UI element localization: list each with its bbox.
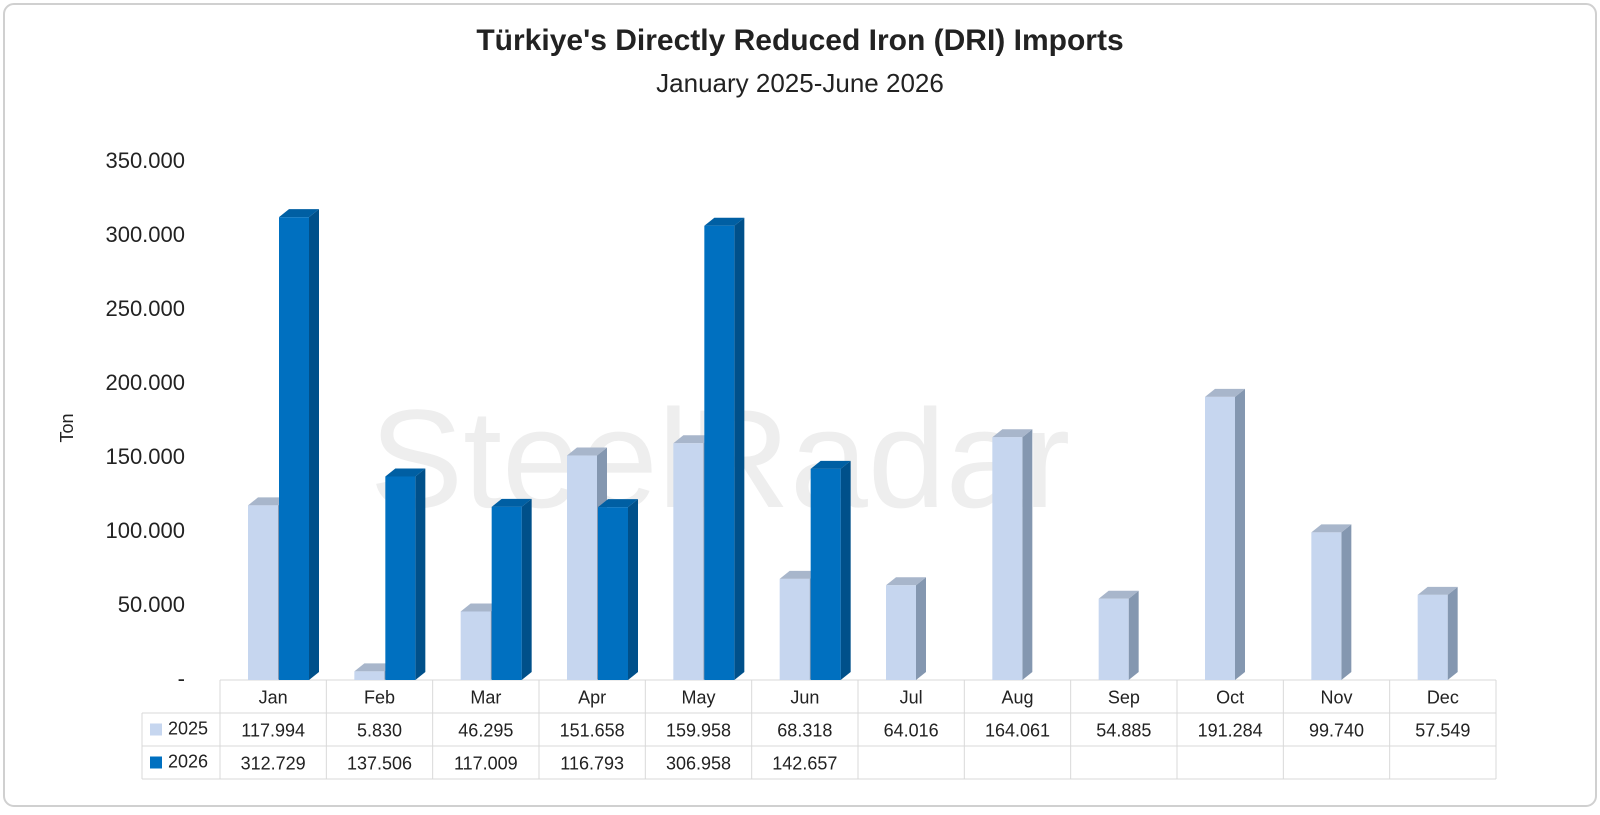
bar-top bbox=[567, 447, 607, 456]
bar-side bbox=[1128, 590, 1139, 680]
y-tick-label: 150.000 bbox=[105, 444, 185, 469]
bar-side bbox=[1447, 586, 1458, 680]
bar-side bbox=[840, 460, 851, 680]
bar-side bbox=[1022, 429, 1033, 680]
bar-top bbox=[460, 603, 501, 612]
bar-top bbox=[810, 460, 851, 469]
bar-top bbox=[779, 570, 820, 579]
y-tick-label: 50.000 bbox=[118, 592, 185, 617]
data-table-value: 142.657 bbox=[772, 753, 837, 773]
bar bbox=[354, 671, 385, 680]
bar-side bbox=[1341, 524, 1352, 680]
data-table-value: 116.793 bbox=[560, 753, 624, 773]
data-table-value: 306.958 bbox=[666, 753, 731, 773]
bar-side bbox=[415, 468, 426, 680]
y-axis-label: Ton bbox=[57, 413, 77, 442]
chart-title: Türkiye's Directly Reduced Iron (DRI) Im… bbox=[476, 24, 1123, 57]
bar-top bbox=[385, 468, 426, 477]
data-table-value: 54.885 bbox=[1096, 720, 1151, 740]
data-table-value: 46.295 bbox=[458, 720, 513, 740]
bar-top bbox=[1311, 524, 1352, 533]
x-tick-label: Oct bbox=[1216, 687, 1244, 707]
bar-top bbox=[1417, 586, 1458, 595]
x-tick-label: May bbox=[681, 687, 715, 707]
bar bbox=[1417, 594, 1448, 680]
y-tick-label: 100.000 bbox=[105, 518, 185, 543]
y-tick-label: 200.000 bbox=[105, 370, 185, 395]
bar-top bbox=[354, 663, 395, 672]
bar bbox=[1098, 598, 1129, 680]
bar bbox=[704, 225, 735, 681]
bar-side bbox=[309, 209, 319, 681]
legend-label: 2025 bbox=[168, 718, 208, 738]
data-table-value: 99.740 bbox=[1309, 720, 1364, 740]
legend-swatch bbox=[150, 756, 162, 769]
y-tick-label: - bbox=[178, 666, 185, 691]
x-tick-label: Nov bbox=[1320, 687, 1352, 707]
legend-label: 2026 bbox=[168, 751, 208, 771]
bar-side bbox=[734, 217, 745, 681]
bar-top bbox=[248, 497, 288, 506]
bar-top bbox=[279, 209, 319, 218]
bar bbox=[460, 611, 491, 680]
data-table-value: 159.958 bbox=[666, 720, 731, 740]
data-table-value: 117.994 bbox=[241, 720, 305, 740]
bar-top bbox=[704, 217, 745, 226]
x-tick-label: Jul bbox=[900, 687, 923, 707]
y-tick-label: 250.000 bbox=[105, 296, 185, 321]
data-table-value: 5.830 bbox=[357, 720, 402, 740]
data-table-value: 191.284 bbox=[1198, 720, 1263, 740]
bar-top bbox=[673, 435, 714, 444]
bar-side bbox=[1235, 388, 1245, 680]
x-tick-label: Aug bbox=[1001, 687, 1033, 707]
data-table-value: 312.729 bbox=[241, 753, 306, 773]
bar-top bbox=[491, 498, 532, 507]
bar bbox=[992, 437, 1023, 680]
bar bbox=[810, 468, 841, 680]
legend-swatch bbox=[150, 723, 162, 736]
data-table-value: 164.061 bbox=[985, 720, 1050, 740]
x-tick-label: Mar bbox=[470, 687, 501, 707]
x-tick-label: Apr bbox=[578, 687, 606, 707]
y-tick-label: 300.000 bbox=[105, 222, 185, 247]
bar bbox=[567, 455, 597, 680]
chart-subtitle: January 2025-June 2026 bbox=[656, 68, 944, 98]
data-table-value: 117.009 bbox=[454, 753, 518, 773]
bar bbox=[673, 443, 704, 680]
bar-side bbox=[628, 499, 638, 680]
x-tick-label: Jun bbox=[790, 687, 819, 707]
bar bbox=[1205, 396, 1235, 680]
bar bbox=[779, 578, 810, 680]
bar bbox=[279, 217, 309, 681]
x-tick-label: Jan bbox=[259, 687, 288, 707]
bar-side bbox=[916, 577, 926, 680]
data-table-value: 137.506 bbox=[347, 753, 412, 773]
data-table-value: 64.016 bbox=[884, 720, 939, 740]
bar bbox=[385, 476, 416, 680]
bar-top bbox=[1098, 590, 1139, 599]
bar bbox=[886, 585, 916, 680]
x-tick-label: Feb bbox=[364, 687, 395, 707]
x-tick-label: Sep bbox=[1108, 687, 1140, 707]
data-table-value: 151.658 bbox=[560, 720, 625, 740]
x-tick-label: Dec bbox=[1427, 687, 1459, 707]
data-table-value: 68.318 bbox=[777, 720, 832, 740]
bar-top bbox=[1205, 388, 1245, 397]
bar-top bbox=[886, 577, 926, 586]
data-table-value: 57.549 bbox=[1415, 720, 1470, 740]
bar-top bbox=[598, 499, 638, 508]
bar-side bbox=[521, 498, 532, 680]
bar-top bbox=[992, 429, 1033, 438]
bar bbox=[248, 505, 278, 680]
bar bbox=[1311, 532, 1342, 680]
bar bbox=[491, 506, 522, 680]
bar bbox=[598, 507, 628, 680]
y-tick-label: 350.000 bbox=[105, 148, 185, 173]
